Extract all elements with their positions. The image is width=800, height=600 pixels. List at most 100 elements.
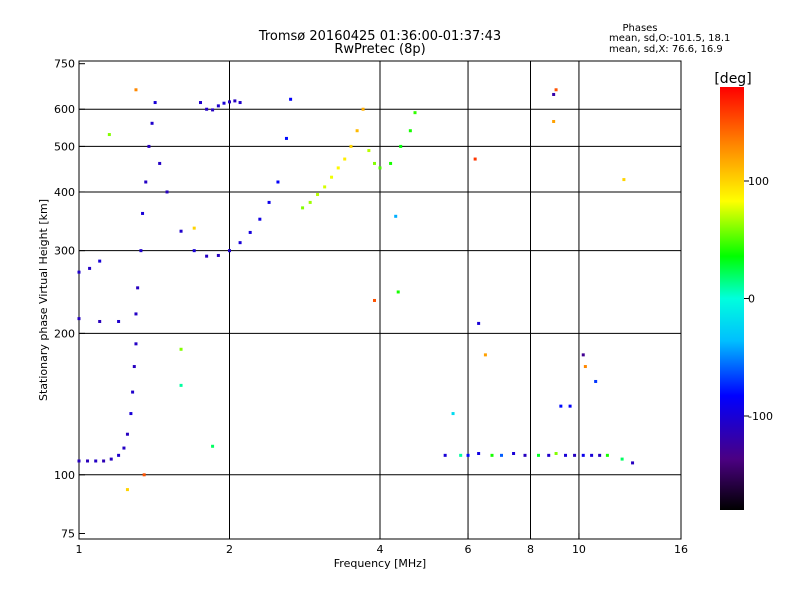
stats-header: Phases [622, 23, 657, 34]
y-tick-label: 200 [54, 327, 75, 340]
data-point [179, 347, 183, 351]
data-point [228, 100, 231, 104]
data-point [459, 453, 463, 457]
x-axis-label: Frequency [MHz] [334, 557, 426, 570]
data-point [581, 453, 585, 457]
data-point [134, 88, 138, 92]
data-point [552, 92, 556, 96]
y-axis-label: Stationary phase Virtual Height [km] [37, 199, 50, 401]
data-point [466, 453, 470, 457]
data-point [394, 214, 398, 218]
data-point [179, 229, 183, 233]
data-point [373, 298, 377, 302]
colorbar-tick-label: 100 [748, 175, 769, 188]
data-point [308, 200, 312, 204]
data-point [330, 175, 334, 179]
data-point [512, 451, 516, 455]
axis-ticks: 1 2 4 6 8 10 16 75 100 200 300 400 500 600 750 [54, 58, 688, 556]
data-point [192, 249, 196, 253]
data-point [620, 457, 624, 461]
data-point [361, 107, 365, 111]
data-point [500, 453, 504, 457]
data-point [598, 453, 602, 457]
x-tick-label: 16 [674, 543, 688, 556]
data-point [473, 157, 477, 161]
data-point [316, 193, 320, 197]
data-point [109, 457, 113, 461]
data-point [77, 317, 81, 321]
data-point [98, 319, 102, 323]
data-point [153, 101, 157, 105]
stats-line-x: mean, sd,X: 76.6, 16.9 [609, 44, 723, 55]
y-tick-label: 400 [54, 186, 75, 199]
data-point [98, 259, 102, 263]
data-point [399, 144, 403, 148]
y-tick-label: 500 [54, 140, 75, 153]
data-point [367, 149, 371, 153]
data-point [267, 200, 271, 204]
data-point [77, 270, 81, 274]
data-point [622, 178, 626, 182]
data-points [77, 88, 635, 492]
data-point [451, 412, 455, 416]
data-point [165, 190, 169, 194]
data-point [205, 254, 209, 258]
data-point [199, 101, 203, 105]
data-point [233, 99, 237, 103]
data-point [373, 161, 377, 165]
data-point [144, 180, 148, 184]
data-point [483, 353, 487, 357]
data-point [389, 161, 393, 165]
data-point [147, 144, 151, 148]
data-point [129, 412, 133, 416]
data-point [228, 249, 231, 253]
x-tick-label: 10 [572, 543, 586, 556]
data-point [125, 432, 129, 436]
colorbar-label: [deg] [714, 71, 751, 87]
data-point [547, 453, 551, 457]
colorbar-tick-label: 0 [748, 293, 755, 306]
data-point [117, 453, 121, 457]
data-point [594, 379, 598, 383]
data-point [323, 185, 327, 189]
colorbar-ticks: 100 0 -100 [744, 175, 773, 423]
data-point [477, 321, 481, 325]
data-point [211, 444, 215, 448]
y-tick-label: 75 [61, 527, 75, 540]
x-tick-label: 6 [465, 543, 472, 556]
data-point [205, 107, 209, 111]
data-point [343, 157, 347, 161]
data-point [284, 136, 288, 140]
data-point [132, 365, 136, 369]
data-point [443, 453, 447, 457]
data-point [192, 226, 196, 230]
data-point [477, 451, 481, 455]
stats-line-o: mean, sd,O:-101.5, 18.1 [609, 33, 730, 44]
data-point [276, 180, 280, 184]
x-tick-label: 4 [377, 543, 384, 556]
data-point [258, 217, 262, 221]
data-point [77, 459, 81, 463]
data-point [142, 473, 146, 477]
data-point [179, 383, 183, 387]
data-point [564, 453, 568, 457]
data-point [102, 459, 106, 463]
data-point [568, 404, 572, 408]
colorbar [720, 87, 744, 510]
chart-subtitle: RwPretec (8p) [334, 42, 425, 57]
data-point [131, 390, 135, 394]
data-point [86, 459, 90, 463]
data-point [552, 119, 556, 123]
data-point [301, 206, 305, 210]
data-point [336, 166, 340, 170]
data-point [216, 253, 220, 257]
data-point [238, 101, 242, 105]
data-point [134, 312, 138, 316]
data-point [238, 241, 242, 245]
chart-title: Tromsø 20160425 01:36:00-01:37:43 [258, 29, 501, 44]
data-point [211, 108, 215, 112]
data-point [559, 404, 563, 408]
data-point [554, 88, 558, 92]
x-tick-label: 1 [76, 543, 83, 556]
